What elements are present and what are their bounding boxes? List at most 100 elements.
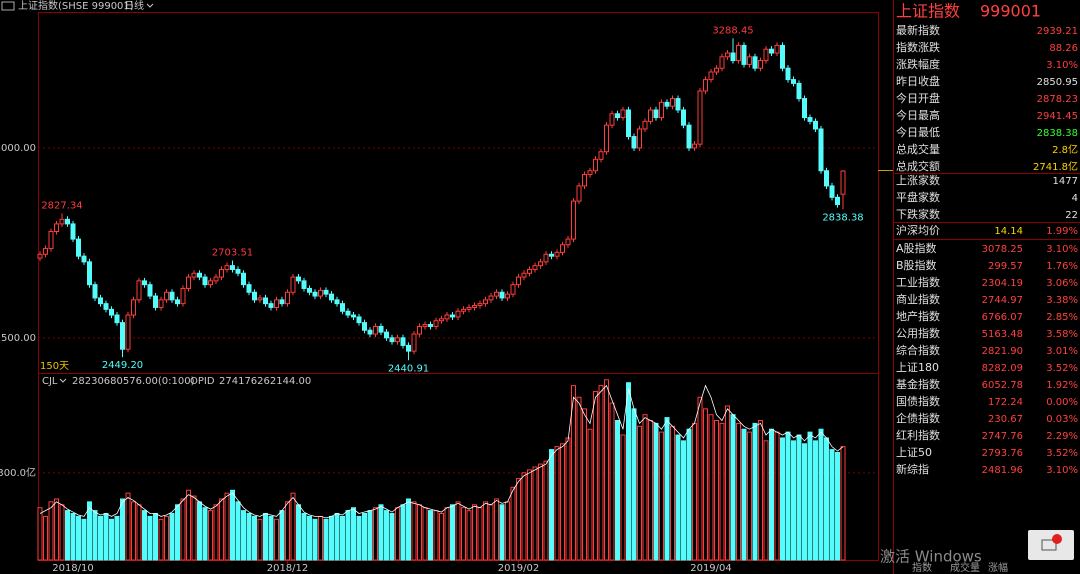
candle-body <box>736 44 741 62</box>
bottom-tab[interactable]: 指数 <box>912 561 932 574</box>
volume-bar <box>549 449 554 561</box>
volume-bar <box>637 425 642 561</box>
candle-body <box>730 52 736 62</box>
volume-name[interactable]: CJL <box>42 376 58 387</box>
index-price: 230.67 <box>988 414 1023 425</box>
dropdown-arrow[interactable] <box>59 378 67 383</box>
index-pct: 3.10% <box>1046 244 1078 255</box>
index-name[interactable]: 红利指数 <box>896 428 940 442</box>
notification-button[interactable] <box>1028 530 1074 560</box>
candle-body <box>813 120 818 130</box>
candle-body <box>356 316 362 324</box>
volume-bar <box>752 422 758 561</box>
index-name[interactable]: 工业指数 <box>896 275 940 289</box>
index-name[interactable]: 基金指数 <box>896 377 940 391</box>
volume-bar <box>109 518 114 561</box>
candle-body <box>488 295 494 301</box>
volume-bar <box>472 504 477 561</box>
index-name[interactable]: 上证50 <box>896 446 932 459</box>
candle-body <box>323 289 329 295</box>
candle-body <box>318 289 323 297</box>
candle-body <box>180 287 186 305</box>
volume-bar <box>692 422 697 561</box>
volume-bar <box>466 510 472 561</box>
candle-body <box>697 90 703 145</box>
window-icon[interactable] <box>1 1 15 11</box>
bottom-tab[interactable]: 涨幅 <box>988 561 1008 574</box>
volume-bar <box>516 478 521 561</box>
index-name[interactable]: 商业指数 <box>896 292 940 306</box>
volume-bar <box>345 510 351 561</box>
volume-bar <box>736 422 741 561</box>
index-pct: 2.85% <box>1046 312 1078 323</box>
volume-bar <box>824 437 829 561</box>
index-name[interactable]: 上证180 <box>896 361 939 374</box>
candle-body <box>208 280 213 286</box>
notification-icon <box>1041 539 1057 551</box>
quote-value: 2878.23 <box>1037 94 1078 105</box>
volume-bar <box>587 428 593 561</box>
candle-body <box>307 287 312 293</box>
candle-body <box>609 113 615 126</box>
candle-body <box>125 314 131 350</box>
candle-body <box>549 253 554 257</box>
quote-label: 今日开盘 <box>896 91 940 105</box>
index-name[interactable]: 地产指数 <box>896 309 940 323</box>
candle-body <box>714 67 719 73</box>
index-name[interactable]: 公用指数 <box>896 326 940 340</box>
index-name[interactable]: 新综指 <box>896 462 929 476</box>
volume-bar <box>81 518 87 561</box>
volume-bar <box>136 504 142 561</box>
volume-bar <box>807 431 813 561</box>
volume-bar <box>758 420 763 561</box>
volume-bar <box>389 513 395 561</box>
candle-body <box>136 280 142 301</box>
candle-body <box>334 299 340 305</box>
candle-body <box>312 291 318 297</box>
candle-body <box>554 251 560 257</box>
candle-body <box>142 280 147 286</box>
index-name[interactable]: 综合指数 <box>896 343 940 357</box>
volume-bar <box>631 408 637 561</box>
candle-body <box>571 200 576 240</box>
candle-body <box>725 52 730 58</box>
candle-body <box>516 276 521 286</box>
volume-bar <box>565 437 571 561</box>
average-pct: 1.99% <box>1046 226 1078 237</box>
quote-label: 昨日收盘 <box>896 74 940 88</box>
x-tick-label: 2018/12 <box>267 563 309 574</box>
index-name[interactable]: B股指数 <box>896 258 937 272</box>
candle-body <box>769 48 774 54</box>
volume-bar <box>114 515 120 561</box>
volume-bar <box>686 428 692 561</box>
dropdown-arrow[interactable] <box>146 3 154 8</box>
index-name[interactable]: 企债指数 <box>896 411 940 425</box>
volume-bar <box>714 420 719 561</box>
candle-body <box>444 314 450 320</box>
period[interactable]: 日线 <box>124 0 144 12</box>
quote-label: 今日最低 <box>896 125 940 139</box>
volume-bar <box>147 515 153 561</box>
candle-body <box>576 185 582 202</box>
candle-body <box>648 109 653 122</box>
candle-body <box>719 56 725 69</box>
candle-body <box>87 261 92 286</box>
volume-bar <box>384 510 389 561</box>
index-name[interactable]: A股指数 <box>896 241 937 255</box>
breadth-label: 下跌家数 <box>896 207 940 221</box>
candle-body <box>301 280 307 289</box>
volume-bar <box>829 449 835 561</box>
volume-bar <box>373 507 378 561</box>
volume-bar <box>532 466 538 561</box>
volume-bar <box>741 428 747 561</box>
volume-bar <box>329 515 334 561</box>
candle-body <box>802 98 807 119</box>
candle-body <box>230 265 235 270</box>
candle-body <box>70 223 76 240</box>
bottom-tab[interactable]: 成交量 <box>950 561 980 574</box>
volume-bar <box>191 495 197 561</box>
volume-bar <box>609 402 615 561</box>
volume-bar <box>681 440 686 561</box>
quote-value: 2.8亿 <box>1052 143 1078 156</box>
index-name[interactable]: 国债指数 <box>896 394 940 408</box>
